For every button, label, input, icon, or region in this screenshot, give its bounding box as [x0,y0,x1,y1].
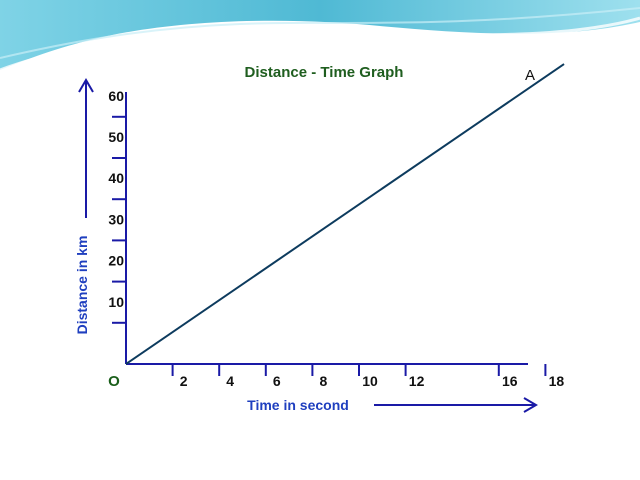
series-line [125,63,565,365]
x-tick-label: 4 [226,373,234,389]
x-tick-label: 16 [502,373,518,389]
chart-title: Distance - Time Graph [245,64,404,81]
x-tick-label: 2 [180,373,188,389]
y-tick-label: 60 [108,88,124,104]
y-axis-arrow-head [78,78,94,93]
x-tick-label: 18 [549,373,565,389]
series: A [125,63,565,365]
tick-labels: 10 20 30 40 50 60 2 4 6 8 10 12 16 18 [108,88,564,389]
x-tick-label: 12 [409,373,425,389]
x-tick-label: 8 [320,373,328,389]
y-tick-label: 10 [108,294,124,310]
tick-marks [112,115,547,376]
y-tick-label: 20 [108,253,124,269]
y-tick-label: 40 [108,170,124,186]
point-label: A [525,67,535,84]
y-axis-title: Distance in km [74,236,90,335]
origin-label: O [108,373,120,390]
x-tick-label: 10 [362,373,378,389]
axes [78,78,538,413]
x-axis-arrow-head [523,397,538,413]
y-tick-label: 50 [108,129,124,145]
x-tick-label: 6 [273,373,281,389]
x-axis-title: Time in second [247,397,349,413]
y-tick-label: 30 [108,211,124,227]
